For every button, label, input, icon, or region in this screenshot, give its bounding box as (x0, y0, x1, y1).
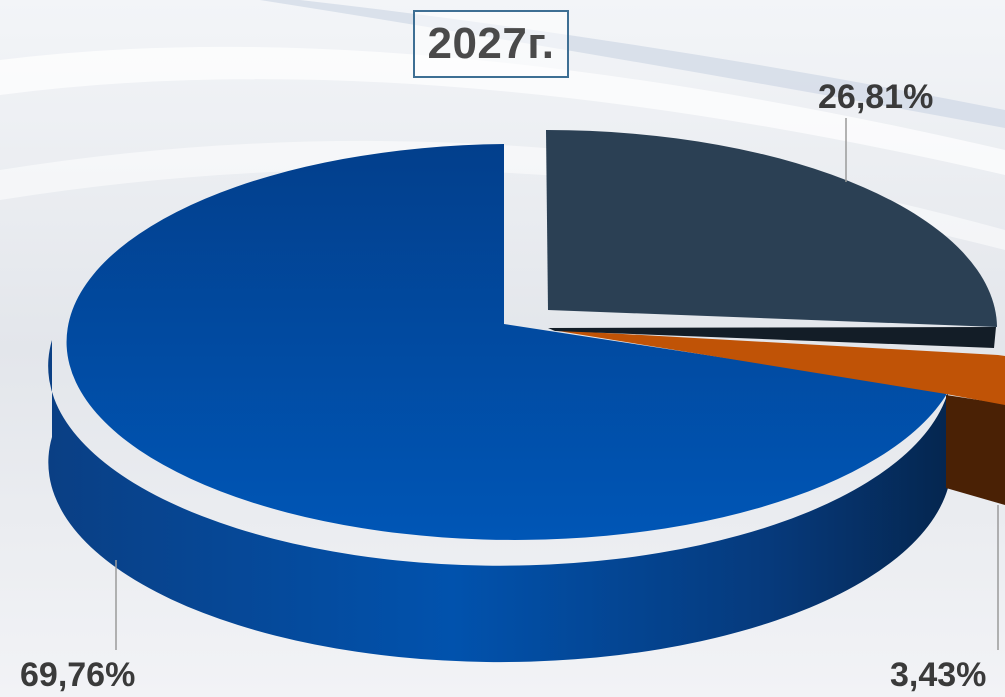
data-label-69-76: 69,76% (20, 656, 135, 694)
slice-3-43 (552, 330, 1005, 405)
chart-title-text: 2027г. (427, 19, 555, 68)
slice-26-81 (546, 129, 997, 327)
chart-title: 2027г. (413, 10, 569, 78)
data-label-3-43: 3,43% (890, 656, 986, 694)
slice-69-76 (66, 144, 948, 540)
data-label-26-81: 26,81% (818, 78, 933, 116)
slice-side (48, 340, 948, 663)
slice-side (946, 395, 1005, 505)
